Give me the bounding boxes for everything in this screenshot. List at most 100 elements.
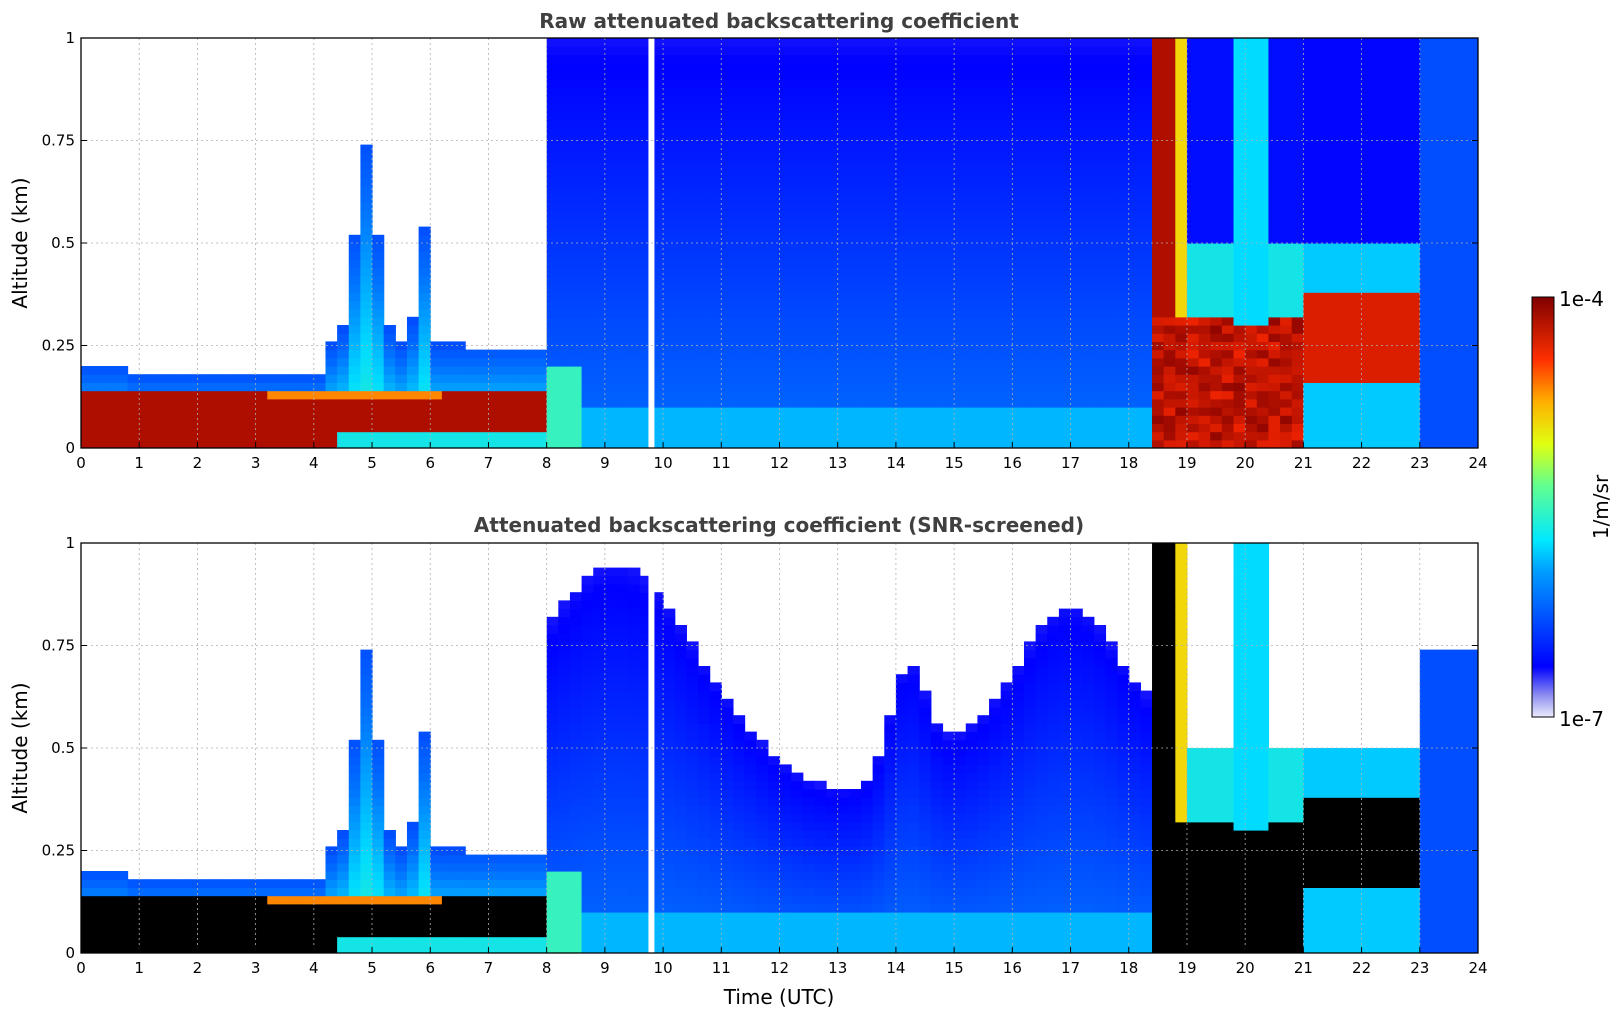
heatmap-cell — [989, 111, 1002, 121]
heatmap-cell — [1326, 390, 1339, 400]
heatmap-cell — [989, 357, 1002, 367]
heatmap-cell — [907, 218, 920, 228]
heatmap-cell — [1070, 218, 1083, 228]
heatmap-cell — [1093, 325, 1107, 334]
heatmap-cell — [698, 439, 711, 448]
heatmap-cell — [558, 325, 571, 334]
heatmap-cell — [628, 234, 641, 244]
heatmap-cell — [383, 862, 396, 872]
heatmap-cell — [1023, 423, 1037, 433]
heatmap-cell — [1291, 415, 1304, 424]
heatmap-cell — [1338, 193, 1351, 203]
heatmap-cell — [837, 333, 850, 342]
heatmap-cell — [721, 357, 734, 367]
heatmap-cell — [1012, 70, 1025, 80]
heatmap-cell — [616, 308, 629, 318]
heatmap-cell — [372, 349, 385, 359]
heatmap-cell — [977, 38, 990, 47]
heatmap-cell — [663, 46, 676, 55]
heatmap-cell — [406, 895, 420, 905]
heatmap-cell — [1256, 390, 1270, 400]
heatmap-cell — [721, 54, 734, 64]
heatmap-cell — [721, 366, 734, 375]
heatmap-cell — [139, 895, 152, 905]
heatmap-cell — [325, 374, 338, 383]
heatmap-cell — [1000, 349, 1013, 359]
heatmap-cell — [1291, 423, 1304, 433]
heatmap-cell — [732, 382, 746, 392]
heatmap-cell — [826, 218, 839, 228]
heatmap-cell — [1466, 366, 1478, 375]
heatmap-cell — [569, 193, 583, 203]
heatmap-cell — [1373, 251, 1386, 260]
heatmap-cell — [1152, 234, 1165, 244]
heatmap-cell — [674, 423, 687, 433]
heatmap-cell — [593, 382, 606, 392]
heatmap-cell — [1466, 120, 1478, 129]
heatmap-cell — [1361, 382, 1374, 392]
heatmap-cell — [884, 54, 897, 64]
heatmap-cell — [989, 423, 1002, 433]
heatmap-cell — [814, 292, 827, 301]
heatmap-cell — [1070, 62, 1083, 72]
heatmap-cell — [989, 243, 1002, 252]
heatmap-cell — [989, 382, 1002, 392]
heatmap-cell — [1326, 95, 1339, 105]
heatmap-cell — [1058, 95, 1072, 105]
heatmap-cell — [1454, 275, 1467, 285]
heatmap-cell — [1140, 177, 1153, 187]
heatmap-cell — [1419, 423, 1433, 433]
heatmap-cell — [1466, 357, 1478, 367]
heatmap-cell — [1245, 218, 1258, 228]
heatmap-cell — [1408, 390, 1421, 400]
heatmap-cell — [313, 382, 327, 392]
heatmap-cell — [127, 903, 140, 913]
heatmap-cell — [593, 300, 606, 310]
heatmap-cell — [313, 912, 327, 921]
heatmap-cell — [767, 407, 781, 416]
heatmap-cell — [1198, 415, 1211, 424]
heatmap-cell — [837, 243, 850, 252]
heatmap-cell — [1186, 284, 1200, 293]
heatmap-cell — [1058, 357, 1072, 367]
heatmap-cell — [1303, 267, 1316, 277]
heatmap-cell — [1152, 415, 1165, 424]
heatmap-cell — [383, 928, 396, 938]
heatmap-cell — [1012, 423, 1025, 433]
heatmap-cell — [1361, 103, 1374, 113]
heatmap-cell — [1082, 316, 1095, 326]
heatmap-cell — [1047, 169, 1060, 178]
heatmap-cell — [1303, 292, 1316, 301]
heatmap-cell — [395, 431, 408, 441]
heatmap-cell — [220, 423, 233, 433]
panel-bottom-title: Attenuated backscattering coefficient (S… — [474, 513, 1084, 537]
heatmap-cell — [267, 423, 280, 433]
heatmap-cell — [1454, 382, 1467, 392]
heatmap-cell — [1070, 398, 1083, 408]
heatmap-cell — [581, 407, 594, 416]
heatmap-cell — [430, 920, 443, 929]
heatmap-cell — [721, 210, 734, 219]
heatmap-cell — [500, 366, 513, 375]
heatmap-cell — [1431, 439, 1444, 448]
heatmap-cell — [977, 300, 990, 310]
heatmap-cell — [942, 111, 955, 121]
heatmap-cell — [593, 431, 606, 441]
heatmap-cell — [104, 407, 117, 416]
heatmap-cell — [569, 439, 583, 448]
heatmap-cell — [1466, 161, 1478, 170]
heatmap-cell — [1245, 46, 1258, 55]
heatmap-cell — [686, 325, 699, 334]
heatmap-cell — [406, 398, 420, 408]
heatmap-cell — [1291, 218, 1304, 228]
heatmap-cell — [628, 333, 641, 342]
heatmap-cell — [1152, 38, 1165, 47]
heatmap-cell — [930, 152, 944, 162]
heatmap-cell — [1221, 226, 1235, 236]
heatmap-cell — [1338, 202, 1351, 211]
heatmap-cell — [1419, 398, 1433, 408]
heatmap-cell — [849, 62, 862, 72]
heatmap-cell — [1303, 366, 1316, 375]
heatmap-cell — [1338, 439, 1351, 448]
heatmap-cell — [965, 243, 979, 252]
